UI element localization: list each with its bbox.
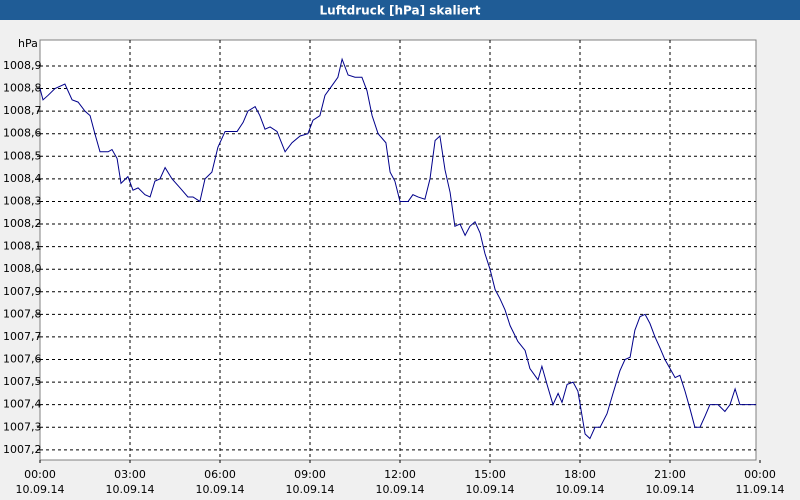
x-tick-date: 10.09.14 bbox=[16, 483, 65, 496]
x-tick-label: 15:00 bbox=[474, 468, 506, 481]
x-tick-date: 10.09.14 bbox=[466, 483, 515, 496]
y-tick-label: 1008,3 bbox=[3, 194, 42, 207]
x-tick-label: 00:00 bbox=[744, 468, 776, 481]
x-tick-label: 12:00 bbox=[384, 468, 416, 481]
x-tick-label: 03:00 bbox=[114, 468, 146, 481]
y-tick-label: 1007,6 bbox=[3, 353, 42, 366]
y-tick-label: 1008,9 bbox=[3, 59, 42, 72]
x-tick-label: 09:00 bbox=[294, 468, 326, 481]
x-tick-label: 00:00 bbox=[24, 468, 56, 481]
y-tick-label: 1007,2 bbox=[3, 443, 42, 456]
y-tick-label: 1008,6 bbox=[3, 127, 42, 140]
plot-area bbox=[39, 39, 757, 461]
y-tick-label: 1008,5 bbox=[3, 149, 42, 162]
x-tick-label: 18:00 bbox=[564, 468, 596, 481]
x-tick-date: 10.09.14 bbox=[196, 483, 245, 496]
y-tick-label: 1008,2 bbox=[3, 217, 42, 230]
x-tick-date: 10.09.14 bbox=[376, 483, 425, 496]
y-tick-label: 1008,7 bbox=[3, 104, 42, 117]
y-tick-label: 1008,8 bbox=[3, 82, 42, 95]
title-bar bbox=[0, 0, 800, 20]
chart-title: Luftdruck [hPa] skaliert bbox=[320, 4, 481, 18]
y-tick-label: 1007,5 bbox=[3, 375, 42, 388]
x-tick-date: 10.09.14 bbox=[556, 483, 605, 496]
x-tick-label: 21:00 bbox=[654, 468, 686, 481]
y-tick-label: 1008,1 bbox=[3, 240, 42, 253]
x-tick-date: 10.09.14 bbox=[646, 483, 695, 496]
x-tick-date: 11.09.14 bbox=[736, 483, 785, 496]
y-axis-label: hPa bbox=[18, 37, 38, 50]
x-tick-date: 10.09.14 bbox=[106, 483, 155, 496]
y-tick-label: 1008,0 bbox=[3, 262, 42, 275]
x-tick-date: 10.09.14 bbox=[286, 483, 335, 496]
y-tick-label: 1007,3 bbox=[3, 420, 42, 433]
y-tick-label: 1007,7 bbox=[3, 330, 42, 343]
y-tick-label: 1008,4 bbox=[3, 172, 42, 185]
y-tick-label: 1007,4 bbox=[3, 398, 42, 411]
y-tick-label: 1007,9 bbox=[3, 285, 42, 298]
data-line bbox=[39, 57, 757, 440]
x-tick-label: 06:00 bbox=[204, 468, 236, 481]
y-tick-label: 1007,8 bbox=[3, 307, 42, 320]
